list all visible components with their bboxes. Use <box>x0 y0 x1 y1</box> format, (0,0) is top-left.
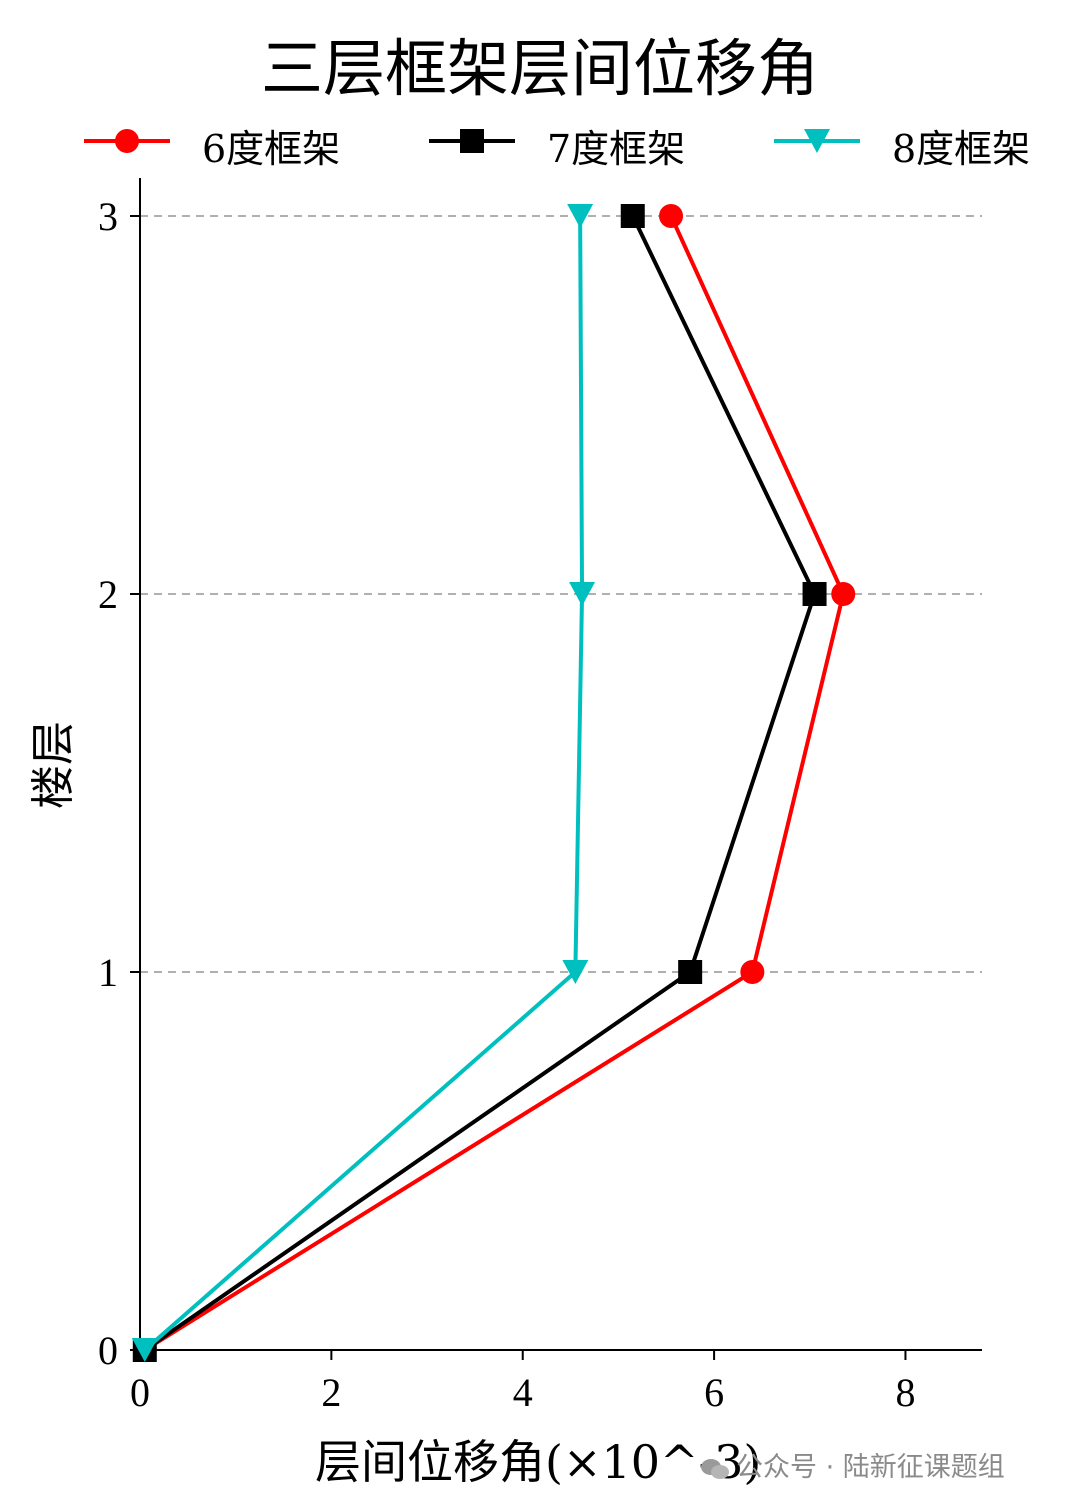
series-layer <box>131 204 856 1362</box>
series-2-point-2 <box>569 582 596 606</box>
x-tick-label-3: 6 <box>704 1370 724 1415</box>
watermark-text: 公众号 · 陆新征课题组 <box>736 1452 1005 1483</box>
series-1-point-2 <box>802 582 827 606</box>
series-1-point-1 <box>678 960 703 984</box>
legend: 6度框架 7度框架 8度框架 <box>0 110 1080 180</box>
series-2-point-1 <box>562 960 589 984</box>
series-0-point-3 <box>659 204 684 228</box>
series-0-point-2 <box>831 582 856 606</box>
y-tick-label-2: 2 <box>98 572 118 617</box>
legend-marker-1 <box>429 129 515 153</box>
y-tick-label-3: 3 <box>98 194 118 239</box>
y-tick-label-1: 1 <box>98 950 118 995</box>
series-line-1 <box>143 215 817 1352</box>
x-axis-label: 层间位移角(×10^-3) <box>315 1435 761 1489</box>
legend-label-2: 8度框架 <box>892 127 1031 171</box>
chart-title: 三层框架层间位移角 <box>260 32 819 105</box>
series-1 <box>132 204 827 1362</box>
y-tick-label-0: 0 <box>98 1328 118 1373</box>
legend-label-1: 7度框架 <box>547 127 686 171</box>
x-tick-label-0: 0 <box>130 1370 150 1415</box>
series-2-point-0 <box>131 1338 158 1362</box>
x-tick-label-1: 2 <box>321 1370 341 1415</box>
series-2 <box>131 204 596 1362</box>
legend-label-0: 6度框架 <box>202 127 341 171</box>
series-line-0 <box>143 215 846 1352</box>
ticks-layer: 0 2 4 6 8 0 1 2 3 <box>98 194 915 1415</box>
x-tick-label-4: 8 <box>895 1370 915 1415</box>
wechat-icon <box>701 1458 729 1479</box>
series-0 <box>132 204 856 1362</box>
x-tick-label-2: 4 <box>513 1370 533 1415</box>
y-axis-label: 楼层 <box>28 721 79 809</box>
series-2-point-3 <box>567 204 594 228</box>
grid-layer <box>140 215 982 973</box>
legend-marker-2 <box>774 129 860 153</box>
legend-marker-0 <box>84 129 170 153</box>
series-line-2 <box>143 215 585 1352</box>
watermark: 公众号 · 陆新征课题组 <box>700 1445 1005 1484</box>
series-1-point-3 <box>620 204 645 228</box>
series-0-point-1 <box>740 960 765 984</box>
axes-layer <box>139 178 982 1351</box>
